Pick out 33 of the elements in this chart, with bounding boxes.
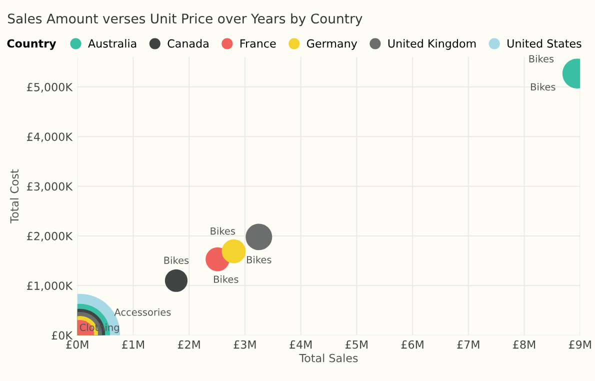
legend-title: Country	[7, 39, 56, 50]
legend-label: United States	[508, 39, 582, 48]
x-axis-title: Total Sales	[299, 354, 358, 362]
y-tick-label: £2,000K	[27, 232, 73, 242]
x-tick-label: £4M	[290, 340, 312, 349]
x-tick-label: £0M	[66, 340, 88, 349]
x-tick-label: £3M	[234, 340, 256, 349]
x-tick-label: £1M	[122, 340, 144, 349]
legend-label: Australia	[88, 39, 136, 48]
legend-label: Canada	[168, 39, 208, 48]
y-tick-label: £4,000K	[27, 132, 73, 142]
legend-label: Germany	[306, 39, 358, 50]
x-tick-label: £7M	[457, 340, 480, 349]
x-tick-label: £8M	[513, 340, 536, 349]
annotation: Bikes	[214, 275, 238, 283]
y-tick-label: £0K	[52, 331, 73, 340]
annotation: Accessories	[114, 308, 171, 316]
legend-label: France	[240, 39, 276, 48]
annotation: Bikes	[531, 83, 556, 91]
y-tick-label: £3,000K	[27, 182, 73, 192]
annotation: Bikes	[529, 54, 554, 62]
x-tick-label: £6M	[401, 340, 424, 349]
y-tick-label: £1,000K	[27, 282, 73, 292]
x-tick-label: £9M	[568, 340, 591, 349]
x-tick-label: £2M	[178, 340, 200, 349]
y-axis-title: Total Cost	[10, 169, 19, 224]
annotation: Bikes	[210, 227, 236, 235]
x-tick-label: £5M	[346, 340, 368, 349]
legend-label: United Kingdom	[388, 39, 476, 50]
annotation: Bikes	[247, 256, 272, 264]
y-tick-label: £5,000K	[27, 82, 73, 92]
annotation: Bikes	[164, 256, 189, 264]
chart-title: Sales Amount verses Unit Price over Years by Country	[8, 13, 362, 26]
